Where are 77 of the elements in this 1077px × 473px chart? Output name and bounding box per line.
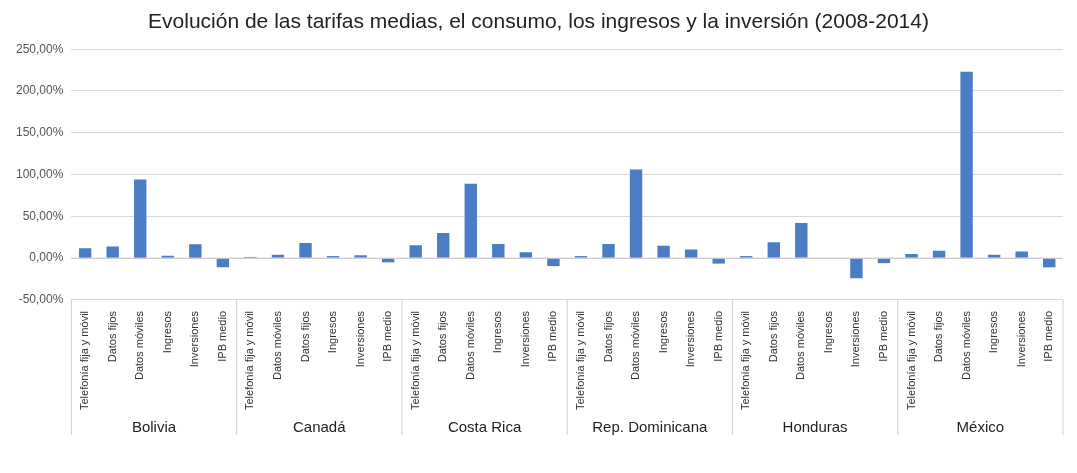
x-tick-label: Inversiones [353, 310, 366, 368]
x-tick-label: Inversiones [188, 310, 201, 368]
bar [354, 255, 367, 258]
x-tick-label: Ingresos [656, 310, 669, 354]
bar [299, 243, 312, 258]
bar [629, 169, 643, 258]
x-tick-label: Inversiones [1014, 310, 1027, 368]
bar [657, 245, 670, 258]
x-tick-label: Ingresos [987, 310, 1000, 354]
x-tick-label: IPB medio [215, 310, 228, 362]
bar [684, 249, 698, 258]
x-tick-label: Telefonía fija y móvil [243, 310, 256, 410]
bar [932, 250, 946, 258]
text: Costa Rica [447, 417, 522, 435]
x-tick-label: Datos fijos [601, 310, 614, 363]
bar [437, 233, 450, 258]
bar [850, 258, 863, 279]
bar [106, 246, 119, 258]
x-tick-label: Datos fijos [436, 310, 449, 363]
x-tick-label: Datos móviles [270, 310, 283, 381]
x-tick-label: Datos móviles [133, 310, 146, 381]
bar [492, 243, 505, 258]
x-tick-label: Ingresos [491, 310, 504, 354]
x-tick-label: IPB medio [381, 310, 394, 362]
y-tick-label: -50,00% [18, 292, 64, 307]
bar [134, 179, 147, 258]
x-tick-label: Telefonía fija y móvil [739, 310, 752, 410]
bar [712, 258, 725, 264]
y-tick-label: 200,00% [16, 83, 64, 98]
bar [905, 253, 918, 258]
bar [547, 258, 560, 267]
text: Honduras [782, 417, 848, 435]
bar [409, 245, 422, 258]
x-tick-label: Inversiones [849, 310, 862, 368]
y-tick-label: 150,00% [16, 125, 64, 140]
x-tick-label: IPB medio [546, 310, 559, 362]
x-tick-label: Datos fijos [105, 310, 118, 363]
x-tick-label: Telefonía fija y móvil [78, 310, 91, 410]
x-tick-label: IPB medio [876, 310, 889, 362]
x-tick-label: Telefonía fija y móvil [573, 310, 586, 410]
bar [78, 248, 92, 258]
bar [602, 243, 615, 258]
x-tick-label: Datos fijos [932, 310, 945, 363]
bar [464, 183, 477, 258]
x-tick-label: Inversiones [684, 310, 697, 368]
bar [519, 252, 533, 258]
x-tick-label: Datos fijos [298, 310, 311, 363]
bar [161, 255, 174, 258]
text: Rep. Dominicana [592, 417, 708, 435]
text: Canadá [293, 417, 347, 435]
y-tick-label: 250,00% [16, 41, 64, 56]
chart-title: Evolución de las tarifas medias, el consumo, los ingresos y la inversión (2008-2014) [147, 8, 930, 34]
x-tick-label: Datos móviles [463, 310, 476, 381]
y-tick-label: 100,00% [16, 166, 64, 181]
x-tick-label: Datos móviles [629, 310, 642, 381]
bar [189, 244, 202, 258]
bar [767, 242, 780, 258]
x-tick-label: Datos móviles [794, 310, 807, 381]
y-tick-label: 0,00% [29, 250, 64, 265]
x-tick-label: Inversiones [518, 310, 531, 368]
y-tick-label: 50,00% [22, 208, 64, 223]
x-tick-label: Datos móviles [959, 310, 972, 381]
x-tick-label: Telefonía fija y móvil [408, 310, 421, 410]
x-tick-label: Ingresos [326, 310, 339, 354]
x-tick-label: IPB medio [711, 310, 724, 362]
x-tick-label: IPB medio [1042, 310, 1055, 362]
text: México [956, 417, 1005, 435]
bar [271, 254, 285, 258]
x-tick-label: Datos fijos [766, 310, 779, 363]
x-tick-label: Ingresos [160, 310, 173, 354]
bar [960, 71, 973, 258]
x-tick-label: Ingresos [821, 310, 834, 354]
x-tick-label: Telefonía fija y móvil [904, 310, 917, 410]
bar [987, 254, 1001, 258]
bar [795, 223, 808, 258]
bar [1015, 251, 1028, 258]
text: Bolivia [131, 417, 177, 435]
